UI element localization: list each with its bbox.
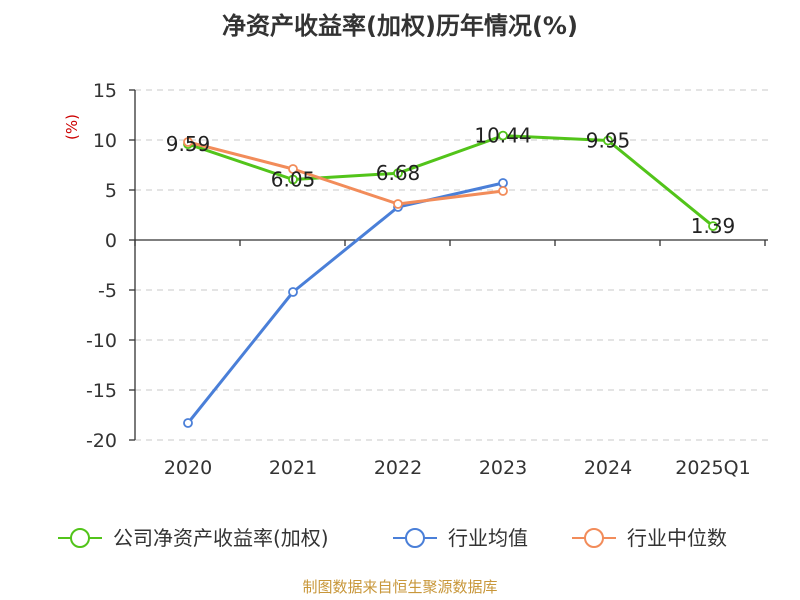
x-tick-label: 2022 (374, 457, 422, 479)
y-axis-unit: (%) (63, 114, 81, 140)
data-point (288, 287, 298, 297)
legend-marker (584, 528, 604, 548)
x-tick-label: 2021 (269, 457, 317, 479)
data-label: 6.68 (376, 161, 421, 185)
source-note: 制图数据来自恒生聚源数据库 (302, 578, 497, 596)
data-point (393, 168, 403, 179)
series-line-0 (187, 134, 714, 228)
x-tick-label: 2024 (584, 457, 632, 479)
data-point (288, 174, 298, 185)
data-label: 9.95 (586, 129, 631, 153)
data-label: 10.44 (474, 124, 531, 148)
series-line-2 (187, 140, 504, 206)
data-point (183, 137, 193, 147)
y-tick-label: 5 (105, 180, 117, 202)
legend-marker (70, 528, 90, 548)
legend-marker (405, 528, 425, 548)
y-tick-label: 10 (93, 130, 117, 152)
data-label: 9.59 (166, 132, 211, 156)
series-line-1 (186, 181, 504, 424)
legend-label: 行业中位数 (627, 526, 727, 550)
data-label: 6.05 (271, 168, 316, 192)
gridlines (135, 89, 768, 441)
x-tick-label: 2023 (479, 457, 527, 479)
x-tick-label: 2025Q1 (675, 457, 750, 479)
chart-title: 净资产收益率(加权)历年情况(%) (222, 12, 578, 40)
series-lines (183, 130, 718, 428)
legend-label: 公司净资产收益率(加权) (113, 526, 329, 550)
data-labels: 9.59 6.05 6.68 10.44 9.95 1.39 (166, 124, 736, 239)
y-tick-label: -20 (86, 430, 117, 452)
y-tick-label: -15 (86, 380, 117, 402)
legend: 公司净资产收益率(加权) 行业均值 行业中位数 (58, 526, 727, 550)
data-point (498, 178, 508, 188)
y-tick-label: 0 (105, 230, 117, 252)
data-point (708, 221, 718, 232)
data-point (603, 135, 613, 146)
axes: 15 10 5 0 -5 -10 -15 -20 2020 2021 2022 2023 2024 202… (86, 80, 768, 479)
data-point (183, 418, 193, 428)
y-tick-label: 15 (93, 80, 117, 102)
data-point (288, 164, 298, 174)
data-point (393, 199, 403, 209)
y-tick-label: -5 (98, 280, 117, 302)
legend-label: 行业均值 (448, 526, 528, 550)
data-point (498, 130, 508, 141)
y-tick-label: -10 (86, 330, 117, 352)
data-point (498, 186, 508, 196)
data-label: 1.39 (691, 214, 736, 238)
x-tick-label: 2020 (164, 457, 212, 479)
